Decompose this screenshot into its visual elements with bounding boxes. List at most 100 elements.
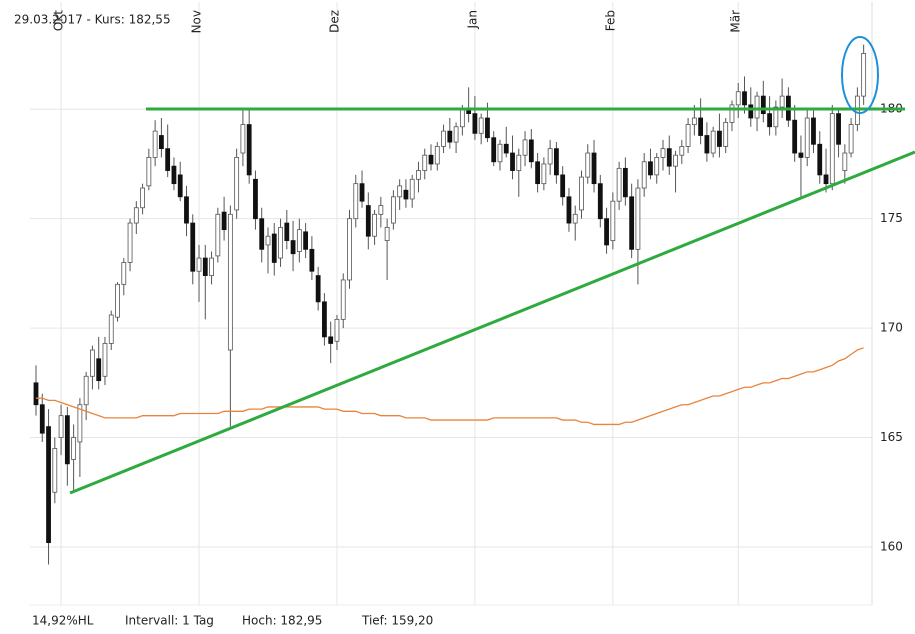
candle-body [447, 130, 453, 143]
candle-body [528, 139, 534, 163]
candle-body [798, 152, 804, 158]
candle-body [322, 301, 327, 338]
candle-body [541, 163, 547, 185]
candle-body [648, 161, 653, 176]
candle-body [416, 170, 421, 180]
candle-body [403, 189, 409, 200]
y-tick-label: 165 [880, 430, 903, 444]
footer-low: Tief: 159,20 [361, 614, 433, 628]
candle-body [679, 146, 685, 156]
candle-body [535, 161, 540, 185]
candle-body [278, 227, 283, 259]
candle-body [39, 404, 45, 434]
candle-body [729, 104, 735, 123]
candle-body [133, 207, 139, 224]
candle-body [58, 415, 64, 438]
candle-body [691, 117, 697, 125]
candle-body [347, 218, 352, 281]
candle-body [196, 257, 202, 272]
candle-body [90, 349, 95, 377]
candle-body [77, 404, 83, 443]
candle-body [121, 262, 127, 285]
candle-body [171, 165, 177, 185]
candle-body [284, 222, 290, 241]
candle-body [510, 152, 515, 171]
candle-body [478, 117, 484, 134]
candle-body [240, 124, 246, 154]
candle-body [190, 222, 196, 272]
candle-body [64, 415, 70, 465]
candle-body [811, 117, 816, 145]
candle-body [710, 130, 716, 154]
candle-body [616, 167, 622, 202]
candle-body [227, 213, 233, 351]
candle-body [472, 113, 478, 134]
candle-body [848, 124, 854, 154]
candle-body [290, 240, 296, 255]
candle-body [779, 95, 785, 108]
candle-body [140, 187, 145, 209]
candle-body [522, 139, 528, 156]
candle-body [390, 196, 396, 224]
candle-body [560, 174, 566, 198]
highlight-circle [841, 36, 879, 114]
candle-body [723, 121, 729, 147]
candle-body [152, 130, 158, 158]
candle-body [861, 53, 867, 97]
candle-body [792, 119, 798, 154]
candle-body [673, 154, 678, 167]
candle-body [221, 211, 227, 231]
candle-body [503, 143, 509, 154]
candle-body [315, 275, 321, 303]
candle-body [409, 178, 415, 200]
candle-body [215, 213, 221, 257]
candle-body [265, 235, 271, 246]
candle-body [742, 91, 747, 106]
candle-body [685, 124, 691, 147]
candle-body [773, 106, 779, 128]
candle-body [629, 196, 635, 250]
footer-range: 14,92%HL [32, 614, 94, 628]
candle-body [453, 126, 459, 143]
candle-body [704, 135, 710, 154]
candle-body [33, 382, 39, 406]
candle-body [184, 196, 189, 224]
candle-body [165, 148, 171, 171]
candle-body [146, 157, 152, 187]
candle-body [177, 174, 183, 198]
candle-body [622, 167, 628, 198]
candle-body [246, 124, 252, 176]
support-trendline [69, 150, 915, 495]
candle-body [303, 231, 309, 250]
candle-body [604, 218, 609, 246]
candle-body [660, 148, 666, 158]
candle-body [735, 91, 741, 106]
y-tick-label: 160 [880, 539, 903, 553]
candle-body [666, 148, 672, 167]
candle-body [334, 318, 340, 342]
candle-body [52, 448, 58, 493]
candle-body [497, 143, 503, 163]
candle-body [698, 117, 704, 136]
x-tick-label: Okt [52, 10, 66, 31]
candle-body [836, 113, 841, 145]
candle-body [566, 196, 572, 224]
candle-body [823, 174, 829, 185]
candle-body [96, 358, 102, 382]
candle-body [340, 279, 346, 320]
candle-body [767, 113, 772, 128]
candle-body [842, 152, 848, 171]
x-tick-label: Jan [465, 10, 479, 30]
candle-body [202, 257, 208, 276]
candle-body [422, 154, 428, 171]
candle-body [434, 146, 440, 165]
candle-body [597, 183, 603, 220]
footer-interval: Intervall: 1 Tag [125, 614, 214, 628]
candle-body [83, 375, 89, 406]
candle-body [572, 213, 578, 224]
x-tick-label: Nov [190, 10, 204, 33]
candle-body [353, 183, 359, 220]
moving-average [36, 347, 864, 426]
candle-body [610, 200, 616, 241]
